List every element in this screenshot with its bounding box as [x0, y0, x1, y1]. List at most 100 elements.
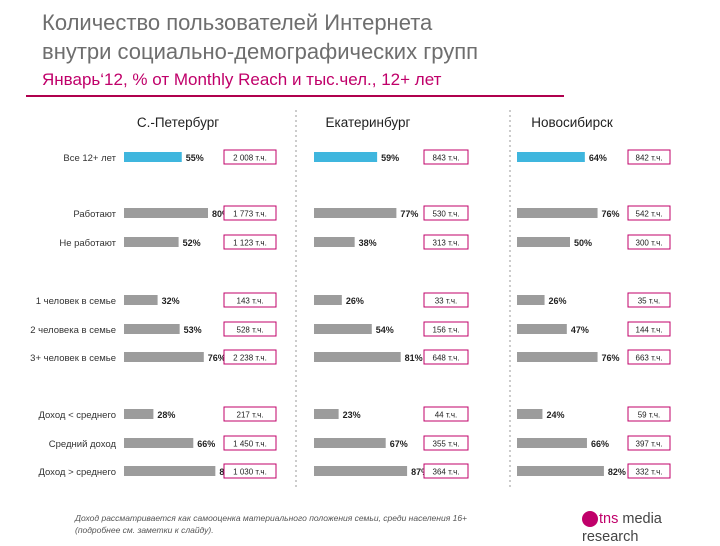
thousands-label: 663 т.ч.	[636, 354, 663, 363]
thousands-label: 35 т.ч.	[638, 297, 661, 306]
value-label: 59%	[381, 153, 399, 163]
thousands-label: 59 т.ч.	[638, 411, 661, 420]
thousands-label: 217 т.ч.	[237, 411, 264, 420]
logo-dot-icon	[582, 510, 598, 527]
thousands-box	[423, 463, 469, 479]
thousands-box	[223, 321, 277, 337]
city-header: Новосибирск	[531, 115, 613, 130]
thousands-label: 355 т.ч.	[433, 440, 460, 449]
bar-с-петербург-2	[124, 237, 179, 247]
value-label: 55%	[186, 153, 204, 163]
bar-екатеринбург-1	[314, 208, 397, 218]
thousands-label: 1 773 т.ч.	[233, 210, 267, 219]
value-label: 87%	[411, 467, 429, 477]
thousands-box	[627, 349, 671, 365]
thousands-box	[627, 205, 671, 221]
bar-новосибирск-5	[517, 352, 598, 362]
bar-новосибирск-0	[517, 152, 585, 162]
thousands-box	[423, 234, 469, 250]
value-label: 26%	[549, 296, 567, 306]
value-label: 47%	[571, 325, 589, 335]
thousands-box	[627, 406, 671, 422]
thousands-box	[223, 406, 277, 422]
thousands-box	[423, 205, 469, 221]
thousands-box	[423, 349, 469, 365]
bar-chart: Все 12+ лет Работают Не работают 1 человек …	[30, 110, 671, 490]
category-label: Все 12+ лет	[63, 153, 116, 164]
thousands-label: 300 т.ч.	[636, 239, 663, 248]
thousands-box	[423, 406, 469, 422]
value-label: 76%	[208, 353, 226, 363]
value-label: 23%	[343, 410, 361, 420]
bar-екатеринбург-5	[314, 352, 401, 362]
thousands-label: 44 т.ч.	[435, 411, 458, 420]
value-label: 24%	[546, 410, 564, 420]
value-label: 53%	[184, 325, 202, 335]
bar-с-петербург-0	[124, 152, 182, 162]
thousands-label: 33 т.ч.	[435, 297, 458, 306]
bar-новосибирск-2	[517, 237, 570, 247]
thousands-box	[223, 292, 277, 308]
value-label: 76%	[602, 209, 620, 219]
value-label: 32%	[162, 296, 180, 306]
thousands-box	[223, 234, 277, 250]
footnote: Доход рассматривается как самооценка мат…	[75, 513, 468, 535]
thousands-label: 313 т.ч.	[433, 239, 460, 248]
thousands-box	[423, 321, 469, 337]
bar-с-петербург-8	[124, 466, 216, 476]
value-label: 64%	[589, 153, 607, 163]
thousands-box	[627, 321, 671, 337]
bar-с-петербург-5	[124, 352, 204, 362]
thousands-box	[627, 234, 671, 250]
bar-с-петербург-4	[124, 324, 180, 334]
value-label: 26%	[346, 296, 364, 306]
thousands-label: 332 т.ч.	[636, 468, 663, 477]
bar-новосибирск-1	[517, 208, 598, 218]
page-subtitle: Январь‘12, % от Monthly Reach и тыс.чел.…	[42, 70, 442, 89]
thousands-label: 397 т.ч.	[636, 440, 663, 449]
category-label: Не работают	[59, 238, 116, 249]
value-label: 28%	[157, 410, 175, 420]
thousands-box	[423, 149, 469, 165]
value-label: 50%	[574, 238, 592, 248]
title-divider	[26, 95, 564, 97]
thousands-label: 144 т.ч.	[636, 326, 663, 335]
category-label: Средний доход	[49, 439, 117, 450]
category-label: 3+ человек в семье	[30, 353, 116, 364]
logo-prefix: tns	[599, 510, 619, 527]
bar-с-петербург-7	[124, 438, 194, 448]
thousands-box	[223, 463, 277, 479]
value-label: 66%	[197, 439, 215, 449]
bar-екатеринбург-6	[314, 409, 339, 419]
thousands-box	[423, 435, 469, 451]
value-label: 80%	[212, 209, 230, 219]
thousands-box	[223, 349, 277, 365]
thousands-label: 156 т.ч.	[433, 326, 460, 335]
thousands-label: 842 т.ч.	[636, 154, 663, 163]
category-label: Доход < среднего	[38, 410, 116, 421]
thousands-label: 843 т.ч.	[433, 154, 460, 163]
bar-екатеринбург-3	[314, 295, 342, 305]
thousands-label: 542 т.ч.	[636, 210, 663, 219]
thousands-label: 1 030 т.ч.	[233, 468, 267, 477]
bar-екатеринбург-7	[314, 438, 386, 448]
thousands-box	[627, 149, 671, 165]
thousands-box	[423, 292, 469, 308]
thousands-box	[627, 292, 671, 308]
thousands-label: 364 т.ч.	[433, 468, 460, 477]
bar-новосибирск-6	[517, 409, 543, 419]
thousands-label: 143 т.ч.	[237, 297, 264, 306]
value-label: 82%	[608, 467, 626, 477]
value-label: 67%	[390, 439, 408, 449]
bar-екатеринбург-8	[314, 466, 408, 476]
bar-с-петербург-1	[124, 208, 208, 218]
city-header: Екатеринбург	[326, 115, 411, 130]
category-label: 2 человека в семье	[30, 325, 116, 336]
bar-с-петербург-3	[124, 295, 158, 305]
value-label: 77%	[400, 209, 418, 219]
thousands-box	[223, 435, 277, 451]
page-title: Количество пользователей Интернета внутр…	[42, 8, 478, 66]
thousands-box	[223, 205, 277, 221]
bar-новосибирск-3	[517, 295, 545, 305]
bar-екатеринбург-4	[314, 324, 372, 334]
